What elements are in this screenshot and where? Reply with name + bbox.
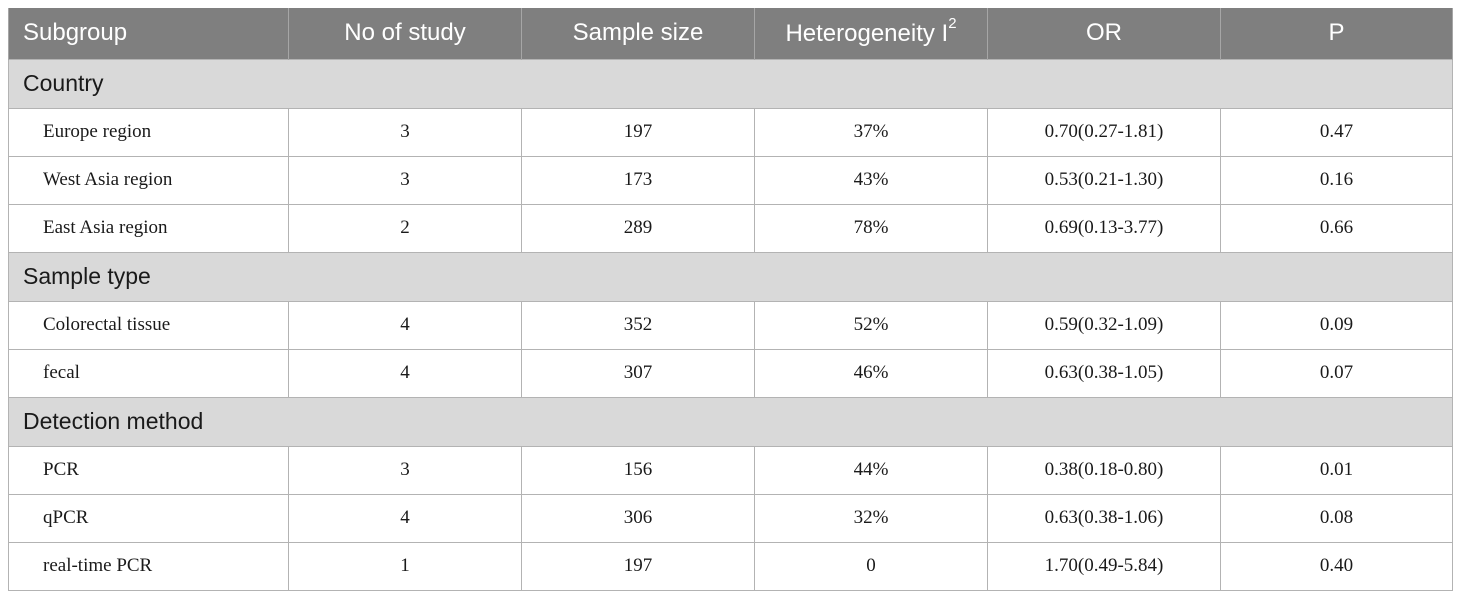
group-row-detection-method: Detection method [8, 396, 1453, 447]
table-row: real-time PCR 1 197 0 1.70(0.49-5.84) 0.… [8, 541, 1453, 591]
row-no-of-study: 1 [288, 541, 522, 591]
subgroup-table-container: Subgroup No of study Sample size Heterog… [8, 8, 1453, 591]
row-heterogeneity: 78% [754, 203, 988, 253]
row-p: 0.07 [1220, 348, 1453, 398]
row-or: 0.59(0.32-1.09) [987, 300, 1221, 350]
table-row: East Asia region 2 289 78% 0.69(0.13-3.7… [8, 203, 1453, 253]
row-p: 0.08 [1220, 493, 1453, 543]
row-heterogeneity: 0 [754, 541, 988, 591]
header-subgroup: Subgroup [8, 8, 289, 59]
header-heterogeneity-label: Heterogeneity I [785, 19, 949, 47]
row-heterogeneity: 37% [754, 107, 988, 157]
table-header: Subgroup No of study Sample size Heterog… [8, 8, 1453, 59]
row-sample-size: 156 [521, 445, 755, 495]
row-heterogeneity: 46% [754, 348, 988, 398]
header-sample-size: Sample size [521, 8, 755, 59]
table-body: Country Europe region 3 197 37% 0.70(0.2… [8, 58, 1453, 591]
header-p: P [1220, 8, 1453, 59]
row-or: 0.69(0.13-3.77) [987, 203, 1221, 253]
row-no-of-study: 3 [288, 445, 522, 495]
table-row: PCR 3 156 44% 0.38(0.18-0.80) 0.01 [8, 445, 1453, 495]
row-sample-size: 352 [521, 300, 755, 350]
row-or: 0.63(0.38-1.05) [987, 348, 1221, 398]
row-label: PCR [8, 445, 289, 495]
header-heterogeneity-superscript: 2 [948, 14, 957, 32]
row-p: 0.47 [1220, 107, 1453, 157]
row-or: 0.70(0.27-1.81) [987, 107, 1221, 157]
row-label: East Asia region [8, 203, 289, 253]
row-sample-size: 197 [521, 541, 755, 591]
header-heterogeneity: Heterogeneity I2 [754, 8, 988, 59]
table-row: fecal 4 307 46% 0.63(0.38-1.05) 0.07 [8, 348, 1453, 398]
header-row: Subgroup No of study Sample size Heterog… [8, 8, 1453, 59]
group-title: Detection method [8, 396, 1453, 447]
row-p: 0.01 [1220, 445, 1453, 495]
table-row: West Asia region 3 173 43% 0.53(0.21-1.3… [8, 155, 1453, 205]
group-title: Sample type [8, 251, 1453, 302]
table-row: qPCR 4 306 32% 0.63(0.38-1.06) 0.08 [8, 493, 1453, 543]
row-no-of-study: 3 [288, 155, 522, 205]
row-or: 0.63(0.38-1.06) [987, 493, 1221, 543]
row-or: 0.38(0.18-0.80) [987, 445, 1221, 495]
table-row: Europe region 3 197 37% 0.70(0.27-1.81) … [8, 107, 1453, 157]
table-row: Colorectal tissue 4 352 52% 0.59(0.32-1.… [8, 300, 1453, 350]
row-p: 0.09 [1220, 300, 1453, 350]
row-heterogeneity: 44% [754, 445, 988, 495]
row-label: West Asia region [8, 155, 289, 205]
row-sample-size: 306 [521, 493, 755, 543]
row-heterogeneity: 52% [754, 300, 988, 350]
subgroup-analysis-table: Subgroup No of study Sample size Heterog… [8, 8, 1453, 591]
row-no-of-study: 3 [288, 107, 522, 157]
row-no-of-study: 4 [288, 300, 522, 350]
row-heterogeneity: 32% [754, 493, 988, 543]
header-no-of-study: No of study [288, 8, 522, 59]
header-or: OR [987, 8, 1221, 59]
row-no-of-study: 4 [288, 493, 522, 543]
row-label: Colorectal tissue [8, 300, 289, 350]
row-label: qPCR [8, 493, 289, 543]
row-p: 0.40 [1220, 541, 1453, 591]
row-label: Europe region [8, 107, 289, 157]
row-sample-size: 307 [521, 348, 755, 398]
row-sample-size: 173 [521, 155, 755, 205]
row-p: 0.66 [1220, 203, 1453, 253]
row-label: fecal [8, 348, 289, 398]
group-row-country: Country [8, 58, 1453, 109]
row-heterogeneity: 43% [754, 155, 988, 205]
row-or: 0.53(0.21-1.30) [987, 155, 1221, 205]
row-or: 1.70(0.49-5.84) [987, 541, 1221, 591]
row-sample-size: 289 [521, 203, 755, 253]
row-p: 0.16 [1220, 155, 1453, 205]
row-label: real-time PCR [8, 541, 289, 591]
row-no-of-study: 2 [288, 203, 522, 253]
group-title: Country [8, 58, 1453, 109]
row-sample-size: 197 [521, 107, 755, 157]
group-row-sample-type: Sample type [8, 251, 1453, 302]
row-no-of-study: 4 [288, 348, 522, 398]
